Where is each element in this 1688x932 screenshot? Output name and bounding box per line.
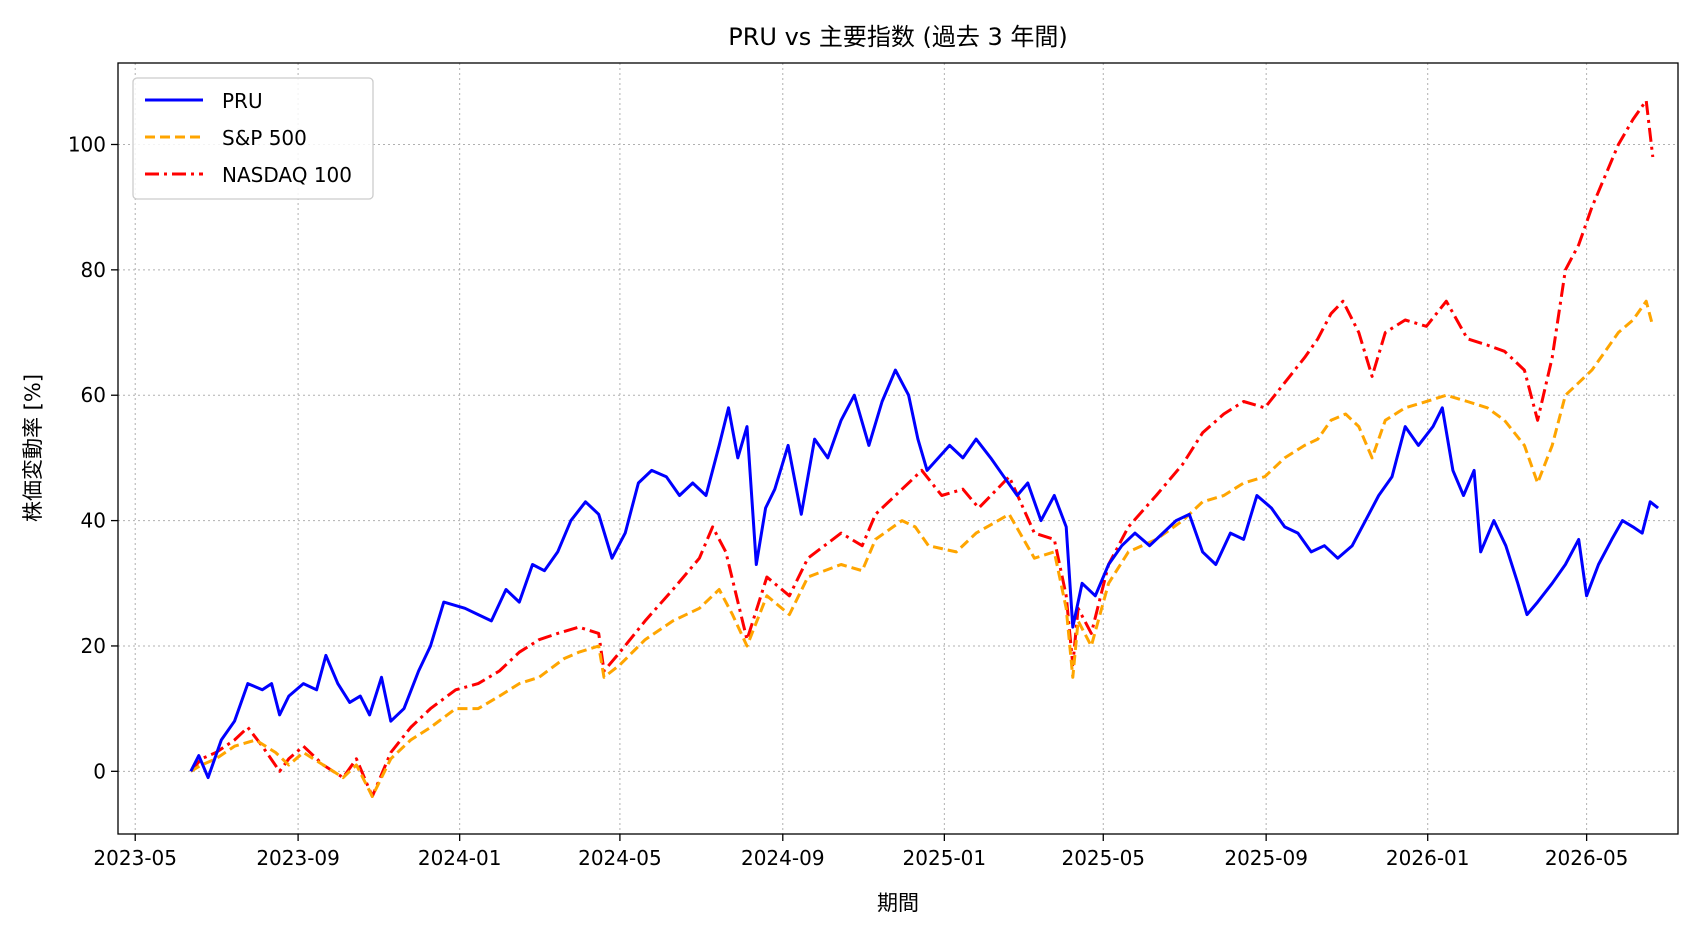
series-lines <box>189 99 1660 798</box>
chart-title: PRU vs 主要指数 (過去 3 年間) <box>728 23 1068 51</box>
x-tick-label: 2024-05 <box>578 846 662 870</box>
x-tick-label: 2026-01 <box>1386 846 1470 870</box>
y-tick-label: 0 <box>93 759 106 783</box>
y-axis-label: 株価変動率 [%] <box>21 374 45 522</box>
axis-ticks: 0 20 40 60 80 100 2023-05 2023-09 2024-01 2024-05… <box>68 132 1629 870</box>
legend: PRU S&P 500 NASDAQ 100 <box>132 77 374 200</box>
x-tick-label: 2025-09 <box>1224 846 1308 870</box>
legend-label-nasdaq100: NASDAQ 100 <box>222 163 352 187</box>
legend-label-pru: PRU <box>222 89 263 113</box>
y-tick-label: 60 <box>81 383 106 407</box>
series-line-nasdaq-100 <box>189 99 1655 798</box>
grid <box>118 63 1678 834</box>
x-tick-label: 2023-09 <box>256 846 340 870</box>
legend-label-sp500: S&P 500 <box>222 126 307 150</box>
x-axis-label: 期間 <box>877 891 919 915</box>
x-tick-label: 2024-01 <box>418 846 502 870</box>
series-line-pru <box>189 368 1660 780</box>
series-line-s-p-500 <box>190 299 1655 798</box>
plot-frame <box>117 62 1679 835</box>
y-tick-label: 80 <box>81 258 106 282</box>
y-tick-label: 40 <box>81 509 106 533</box>
x-tick-label: 2025-01 <box>903 846 987 870</box>
x-tick-label: 2023-05 <box>93 846 177 870</box>
y-tick-label: 20 <box>81 634 106 658</box>
x-tick-label: 2025-05 <box>1061 846 1145 870</box>
legend-box <box>132 77 374 200</box>
x-tick-label: 2024-09 <box>741 846 825 870</box>
y-tick-label: 100 <box>68 132 106 156</box>
x-tick-label: 2026-05 <box>1545 846 1629 870</box>
